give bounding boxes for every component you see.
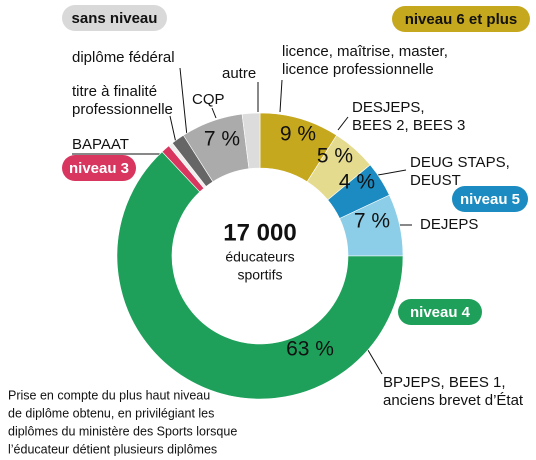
note: diplômes du ministère des Sports lorsque (8, 424, 237, 438)
level-label: niveau 3 (69, 160, 129, 177)
category-label: CQP (192, 91, 225, 108)
value-label: 9 % (280, 123, 316, 146)
category-label: DEJEPS (420, 216, 478, 233)
category-label: DEUG STAPS, (410, 154, 510, 171)
category-label: DESJEPS, (352, 99, 425, 116)
category-label: BEES 2, BEES 3 (352, 117, 465, 134)
donut-segment (241, 112, 261, 170)
note: de diplôme obtenu, en privilégiant les (8, 406, 214, 420)
category-label: professionnelle (72, 101, 173, 118)
level-badge (452, 186, 528, 212)
leader (279, 79, 283, 113)
level-label: niveau 5 (460, 191, 520, 208)
center-label: sportifs (237, 267, 282, 283)
note: l’éducateur détient plusieurs diplômes (8, 442, 217, 456)
leader (211, 107, 217, 119)
category-label: autre (222, 65, 256, 82)
value-label: 7 % (354, 210, 390, 233)
category-label: licence professionnelle (282, 61, 434, 78)
category-label: anciens brevet d’État (383, 392, 524, 409)
category-label: BAPAAT (72, 136, 129, 153)
leader (377, 169, 407, 176)
level-label: sans niveau (72, 10, 158, 27)
level-badge (392, 6, 530, 32)
center-total: 17 000 (223, 219, 296, 246)
category-label: titre à finalité (72, 83, 157, 100)
category-label: DEUST (410, 172, 461, 189)
category-label: diplôme fédéral (72, 49, 175, 66)
level-badge (62, 5, 167, 31)
value-label: 63 % (286, 338, 334, 361)
value-label: 7 % (204, 128, 240, 151)
level-badge (62, 155, 136, 181)
level-label: niveau 4 (410, 304, 471, 321)
center-label: éducateurs (225, 249, 294, 265)
donut-segment (116, 151, 404, 400)
level-label: niveau 6 et plus (405, 11, 518, 28)
level-badge (398, 299, 482, 325)
note: Prise en compte du plus haut niveau (8, 388, 210, 402)
category-label: BPJEPS, BEES 1, (383, 374, 506, 391)
value-label: 5 % (317, 145, 353, 168)
leader (337, 116, 349, 131)
value-label: 4 % (339, 171, 375, 194)
category-label: licence, maîtrise, master, (282, 43, 448, 60)
